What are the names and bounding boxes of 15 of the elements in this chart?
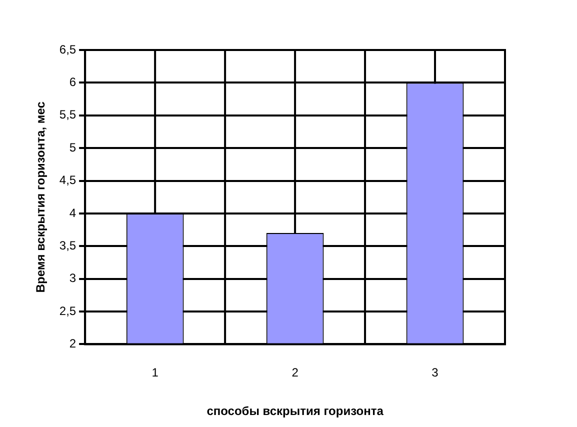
y-tick-label: 5,5	[59, 108, 76, 122]
x-axis-title: способы вскрытия горизонта	[206, 404, 384, 418]
y-tick-label: 2	[69, 336, 76, 351]
y-tick-label: 4	[69, 206, 76, 220]
y-tick-label: 4,5	[59, 173, 76, 188]
x-tick-label: 1	[152, 366, 159, 380]
y-tick-label: 6,5	[59, 42, 76, 56]
y-tick-label: 2,5	[59, 304, 76, 318]
y-tick-label: 3,5	[59, 238, 76, 252]
y-tick-label: 6	[69, 75, 76, 89]
x-tick-label: 3	[432, 366, 439, 380]
x-tick-label: 2	[292, 366, 299, 380]
y-axis-title: Время вскрытия горизонта, мес	[34, 101, 48, 293]
y-tick-label: 5	[69, 140, 76, 154]
y-tick-label: 3	[69, 271, 76, 286]
